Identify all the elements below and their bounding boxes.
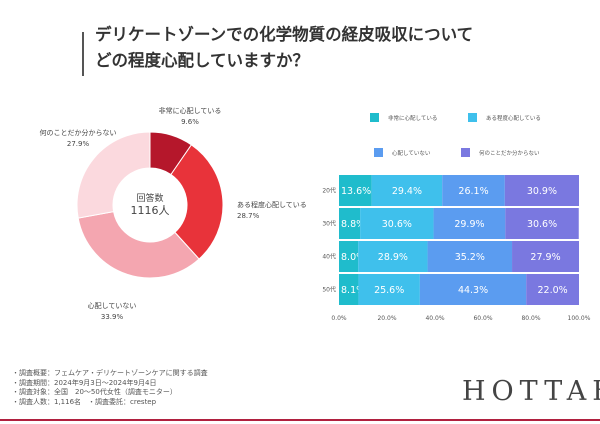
bar-label: 30.6% <box>382 219 412 230</box>
bar-label: 26.1% <box>458 186 488 197</box>
bar-segment <box>505 208 579 239</box>
bar-segment <box>419 274 527 305</box>
center-label: 回答数 <box>136 192 163 204</box>
note: ・調査期間：2024年9月3日～2024年9月4日 <box>12 378 157 387</box>
bar-label: 8.0% <box>341 252 365 263</box>
bar-label: 22.0% <box>538 285 568 296</box>
x-tick-label: 80.0% <box>521 315 540 322</box>
pie-slice <box>77 211 200 279</box>
pie-slice <box>76 131 151 219</box>
bar-label: 28.9% <box>378 252 408 263</box>
x-tick-label: 40.0% <box>425 315 444 322</box>
category-label: 30代 <box>322 220 336 228</box>
bar-label: 13.6% <box>341 186 371 197</box>
bar-segment <box>442 175 505 206</box>
slice-label: 何のことだか分からない <box>40 128 117 137</box>
note: ・調査概要：フェムケア・デリケートゾーンケアに関する調査 <box>12 369 208 377</box>
bar-segment <box>339 241 359 272</box>
bar-segment <box>526 274 579 305</box>
legend-label: 非常に心配している <box>388 114 437 122</box>
bar-segment <box>427 241 513 272</box>
legend-swatch <box>468 113 477 122</box>
center-value: 1116人 <box>131 204 170 217</box>
legend-swatch <box>370 113 379 122</box>
bar-segment <box>339 274 359 305</box>
note: ・調査人数：1,116名 ・調査委託：crestep <box>12 397 157 406</box>
legend-swatch <box>461 148 470 157</box>
page-title: デリケートゾーンでの化学物質の経皮吸収について どの程度心配していますか？ <box>95 25 474 70</box>
slice-label: 非常に心配している <box>159 106 222 115</box>
bar-label: 25.6% <box>374 285 404 296</box>
slice-value: 9.6% <box>181 118 199 126</box>
legend-label: ある程度心配している <box>486 114 541 122</box>
hottab-logo: HOTTAB <box>462 376 600 407</box>
bar-label: 30.9% <box>527 186 557 197</box>
bar-segment <box>512 241 579 272</box>
slice-label: ある程度心配している <box>237 200 307 209</box>
note: ・調査対象：全国 20～50代女性（調査モニター） <box>12 388 177 397</box>
bar-label: 27.9% <box>530 252 560 263</box>
bar-segment <box>371 175 443 206</box>
category-label: 50代 <box>322 286 336 294</box>
bar-segment <box>358 274 420 305</box>
bar-label: 35.2% <box>455 252 485 263</box>
bar-segment <box>433 208 506 239</box>
title-accent-bar <box>82 32 84 76</box>
bar-segment <box>339 208 361 239</box>
x-tick-label: 100.0% <box>568 315 591 322</box>
bottom-border <box>0 419 600 421</box>
x-tick-label: 60.0% <box>473 315 492 322</box>
legend-swatch <box>374 148 383 157</box>
bar-segment <box>339 175 372 206</box>
slice-value: 28.7% <box>237 212 260 220</box>
x-tick-label: 0.0% <box>331 315 347 322</box>
legend-label: 何のことだか分からない <box>479 149 540 157</box>
legend-label: 心配していない <box>392 150 431 157</box>
bar-label: 29.4% <box>392 186 422 197</box>
x-tick-label: 20.0% <box>377 315 396 322</box>
bar-label: 44.3% <box>458 285 488 296</box>
bar-label: 8.8% <box>341 219 365 230</box>
category-label: 20代 <box>322 187 336 195</box>
bar-segment <box>360 208 434 239</box>
pie-slice <box>170 144 224 260</box>
survey-notes: ・調査概要：フェムケア・デリケートゾーンケアに関する調査 ・調査期間：2024年… <box>12 369 208 407</box>
category-label: 40代 <box>322 253 336 261</box>
bar-segment <box>504 175 579 206</box>
bar-segment <box>358 241 428 272</box>
slice-value: 33.9% <box>101 313 124 321</box>
slice-value: 27.9% <box>67 140 90 148</box>
bar-label: 30.6% <box>527 219 557 230</box>
slice-label: 心配していない <box>88 302 137 310</box>
bar-label: 8.1% <box>341 285 365 296</box>
bar-label: 29.9% <box>454 219 484 230</box>
